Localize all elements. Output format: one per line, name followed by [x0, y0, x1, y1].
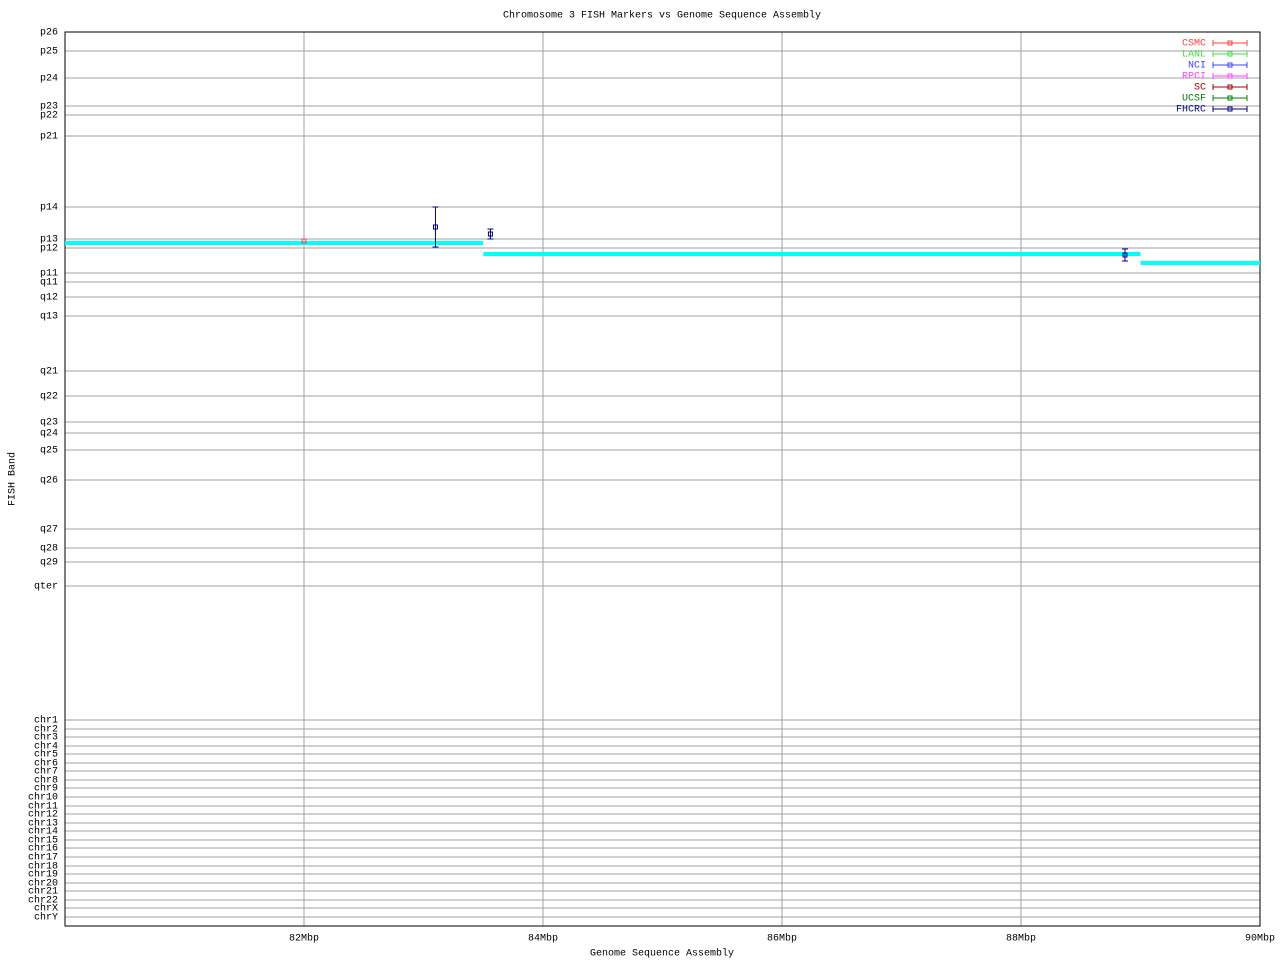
y-tick-label: chr12 [28, 809, 58, 821]
y-tick-label: chr13 [28, 818, 58, 830]
y-tick-label: chr2 [34, 724, 58, 736]
data-point [301, 238, 307, 244]
legend-label: FHCRC [1176, 105, 1206, 116]
y-tick-label: p21 [40, 132, 58, 143]
y-tick-label: q11 [40, 278, 58, 289]
y-tick-label: q26 [40, 476, 58, 487]
error-bar [487, 228, 494, 240]
x-axis-label: Genome Sequence Assembly [590, 948, 734, 960]
legend-swatch [1212, 84, 1248, 90]
legend-marker [1227, 62, 1233, 68]
y-tick-label: chr21 [28, 886, 58, 898]
y-tick-label: q21 [40, 367, 58, 378]
y-tick-label: p22 [40, 111, 58, 122]
legend-label: LANL [1182, 50, 1206, 61]
legend-marker [1227, 73, 1233, 79]
y-tick-label: qter [34, 582, 58, 593]
x-tick-label: 86Mbp [767, 933, 797, 945]
y-tick-label: p26 [40, 28, 58, 39]
y-tick-label: chr1 [34, 715, 58, 727]
y-tick-label: q28 [40, 544, 58, 555]
error-bar [432, 206, 439, 248]
legend-marker [1227, 84, 1233, 90]
data-point [432, 224, 438, 230]
x-tick-label: 90Mbp [1245, 933, 1275, 945]
y-tick-label: chr9 [34, 783, 58, 795]
y-tick-label: q13 [40, 312, 58, 323]
legend-swatch [1212, 51, 1248, 57]
y-tick-label: chr11 [28, 801, 58, 813]
y-tick-label: chr5 [34, 749, 58, 761]
y-tick-label: chr6 [34, 758, 58, 770]
legend-label: SC [1194, 83, 1206, 94]
legend-label: RPCI [1182, 72, 1206, 83]
y-tick-label: chrY [34, 912, 58, 924]
y-tick-label: chr10 [28, 792, 58, 804]
y-tick-label: chr19 [28, 869, 58, 881]
data-point [487, 231, 493, 237]
y-tick-label: chr20 [28, 878, 58, 890]
y-tick-label: chr15 [28, 835, 58, 847]
y-tick-label: chr16 [28, 843, 58, 855]
y-tick-label: chrX [34, 903, 58, 915]
y-tick-label: chr7 [34, 766, 58, 778]
y-tick-label: p23 [40, 102, 58, 113]
legend-swatch [1212, 95, 1248, 101]
y-tick-label: q23 [40, 418, 58, 429]
y-tick-label: p12 [40, 244, 58, 255]
plot-border [64, 31, 1261, 927]
y-tick-label: p24 [40, 74, 58, 85]
legend-label: UCSF [1182, 94, 1206, 105]
y-axis-label: FISH Band [7, 452, 19, 506]
y-tick-label: q27 [40, 525, 58, 536]
x-tick-label: 82Mbp [289, 933, 319, 945]
legend-swatch [1212, 40, 1248, 46]
y-tick-label: chr14 [28, 826, 58, 838]
legend-swatch [1212, 73, 1248, 79]
y-tick-label: q29 [40, 558, 58, 569]
y-tick-label: chr4 [34, 741, 58, 753]
legend-swatch [1212, 106, 1248, 112]
legend-label: NCI [1188, 61, 1206, 72]
y-tick-label: p14 [40, 203, 58, 214]
chart-title: Chromosome 3 FISH Markers vs Genome Sequ… [503, 10, 821, 22]
legend-marker [1227, 95, 1233, 101]
legend-marker [1227, 106, 1233, 112]
legend-marker [1227, 51, 1233, 57]
data-point [1122, 252, 1128, 258]
assembly-line [65, 241, 1260, 265]
y-tick-label: chr3 [34, 732, 58, 744]
y-tick-label: q25 [40, 446, 58, 457]
legend-label: CSMC [1182, 39, 1206, 50]
x-tick-label: 84Mbp [528, 933, 558, 945]
y-tick-label: q24 [40, 429, 58, 440]
y-tick-label: chr17 [28, 852, 58, 864]
y-tick-label: chr22 [28, 895, 58, 907]
y-tick-label: p11 [40, 269, 58, 280]
y-tick-label: q22 [40, 392, 58, 403]
y-tick-label: q12 [40, 293, 58, 304]
y-tick-label: p13 [40, 235, 58, 246]
y-tick-label: chr8 [34, 775, 58, 787]
y-tick-label: chr18 [28, 861, 58, 873]
legend-swatch [1212, 62, 1248, 68]
error-bar [1121, 248, 1128, 262]
legend-marker [1227, 40, 1233, 46]
y-tick-label: p25 [40, 47, 58, 58]
x-tick-label: 88Mbp [1006, 933, 1036, 945]
